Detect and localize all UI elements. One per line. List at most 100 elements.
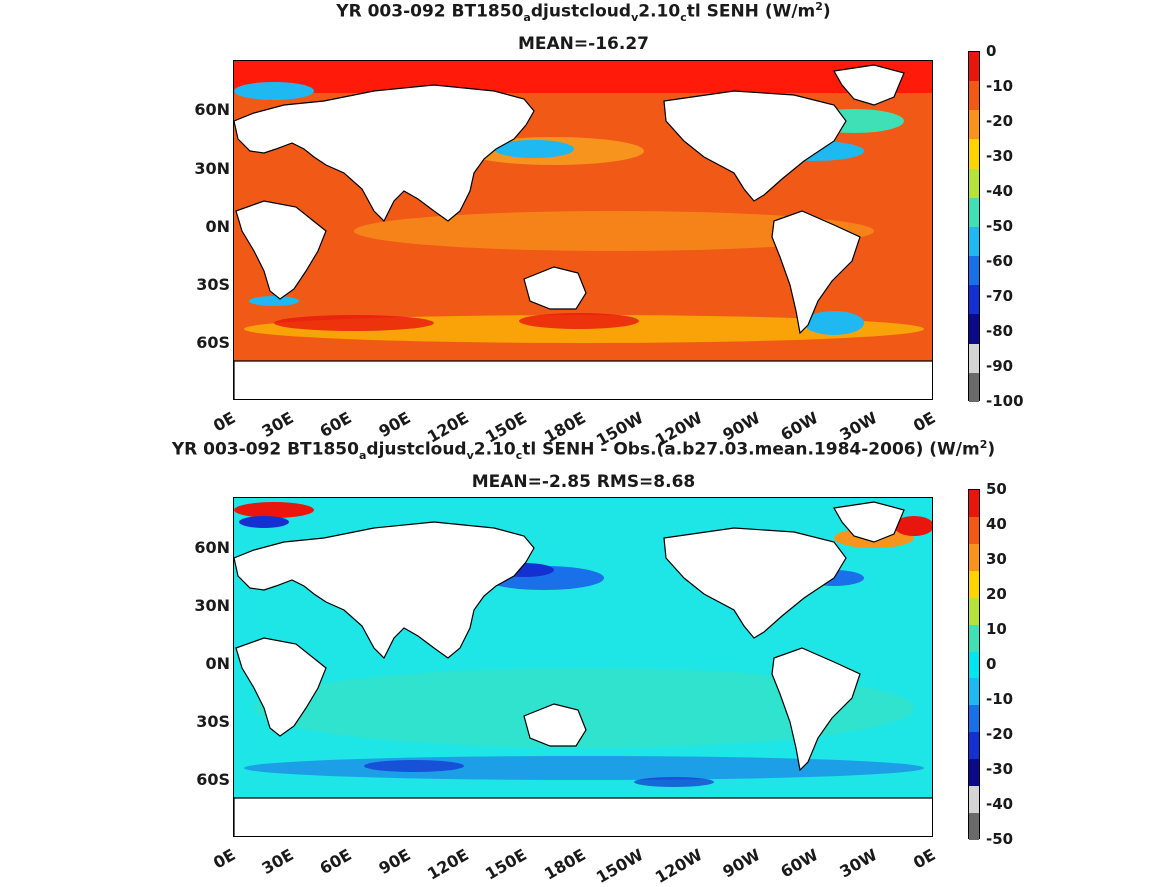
north-america <box>663 527 847 639</box>
colorbar-label: 40 <box>986 515 1007 533</box>
colorbar-label: -30 <box>986 760 1014 778</box>
greenland <box>833 64 905 106</box>
south-america <box>771 210 861 335</box>
colorbar-swatch <box>969 651 979 679</box>
colorbar-swatch <box>969 678 979 706</box>
panel1-colorbar <box>968 51 980 402</box>
antarctica <box>234 797 932 836</box>
colorbar-swatch <box>969 343 979 373</box>
colorbar-swatch <box>969 516 979 544</box>
ytick: 30S <box>196 712 230 731</box>
ytick: 60N <box>194 538 230 557</box>
colorbar-label: -80 <box>986 322 1014 340</box>
barents-blue <box>234 82 314 100</box>
xtick: 0E <box>909 845 939 873</box>
ytick: 30S <box>196 275 230 294</box>
southern-dark <box>364 760 464 772</box>
colorbar-label: 10 <box>986 620 1007 638</box>
colorbar-swatch <box>969 256 979 286</box>
panel1-map <box>233 60 933 400</box>
ytick: 0N <box>205 217 230 236</box>
colorbar-swatch <box>969 570 979 598</box>
colorbar-swatch <box>969 81 979 111</box>
colorbar-label: -50 <box>986 830 1014 848</box>
xtick: 30W <box>836 845 881 882</box>
africa <box>235 200 327 300</box>
colorbar-label: -50 <box>986 217 1014 235</box>
southern-dark2 <box>634 777 714 787</box>
landmasses <box>234 501 932 836</box>
xtick: 150E <box>482 845 531 884</box>
panel1-subtitle: MEAN=-16.27 <box>518 34 649 54</box>
greenland <box>833 501 905 543</box>
north-america <box>663 90 847 202</box>
xtick: 90E <box>375 408 414 442</box>
colorbar-swatch <box>969 314 979 344</box>
colorbar-swatch <box>969 168 979 198</box>
colorbar-label: 50 <box>986 480 1007 498</box>
brazil-malvinas <box>804 311 864 335</box>
ytick: 60S <box>196 333 230 352</box>
colorbar-label: 0 <box>986 42 997 60</box>
xtick: 0E <box>909 408 939 436</box>
africa <box>235 637 327 737</box>
xtick: 90W <box>719 845 764 882</box>
xtick: 30E <box>258 408 297 442</box>
tropical-band <box>354 211 874 251</box>
southern-red2 <box>519 313 639 329</box>
colorbar-swatch <box>969 110 979 140</box>
xtick: 150W <box>593 845 647 887</box>
xtick: 0E <box>209 408 239 436</box>
ytick: 0N <box>205 654 230 673</box>
colorbar-label: -20 <box>986 112 1014 130</box>
xtick: 90E <box>375 845 414 879</box>
agulhas <box>249 296 299 306</box>
kuroshio-blue <box>494 140 574 158</box>
xtick: 60W <box>777 845 822 882</box>
colorbar-swatch <box>969 52 979 82</box>
south-america <box>771 647 861 772</box>
xtick: 60E <box>316 845 356 879</box>
arctic-band <box>234 61 932 93</box>
colorbar-label: -70 <box>986 287 1014 305</box>
colorbar-label: -10 <box>986 690 1014 708</box>
colorbar-swatch <box>969 490 979 517</box>
colorbar-label: -90 <box>986 357 1014 375</box>
colorbar-swatch <box>969 372 979 402</box>
colorbar-swatch <box>969 226 979 257</box>
colorbar-swatch <box>969 813 979 840</box>
colorbar-swatch <box>969 285 979 315</box>
norw-red <box>894 516 932 536</box>
colorbar-label: -10 <box>986 77 1014 95</box>
southern-red <box>274 315 434 331</box>
barents-blue <box>239 516 289 528</box>
panel2-map-svg <box>234 498 932 836</box>
xtick: 0E <box>209 845 239 873</box>
ytick: 60N <box>194 100 230 119</box>
antarctica <box>234 360 932 399</box>
colorbar-swatch <box>969 597 979 625</box>
colorbar-label: 20 <box>986 585 1007 603</box>
australia <box>523 266 587 310</box>
landmasses <box>234 64 932 399</box>
colorbar-swatch <box>969 139 979 169</box>
xtick: 60E <box>316 408 356 442</box>
southern-blue <box>244 756 924 780</box>
colorbar-label: 30 <box>986 550 1007 568</box>
colorbar-swatch <box>969 624 979 652</box>
colorbar-label: 0 <box>986 655 997 673</box>
ytick: 30N <box>194 159 230 178</box>
colorbar-label: -100 <box>986 392 1024 410</box>
mid-band <box>254 668 914 748</box>
eurasia <box>234 521 535 660</box>
panel2-colorbar <box>968 489 980 840</box>
panel2-subtitle: MEAN=-2.85 RMS=8.68 <box>471 472 696 492</box>
colorbar-swatch <box>969 543 979 571</box>
colorbar-label: -30 <box>986 147 1014 165</box>
colorbar-label: -60 <box>986 252 1014 270</box>
colorbar-swatch <box>969 732 979 760</box>
barents-red <box>234 502 314 518</box>
colorbar-label: -40 <box>986 182 1014 200</box>
xtick: 120E <box>423 845 472 884</box>
colorbar-swatch <box>969 197 979 227</box>
